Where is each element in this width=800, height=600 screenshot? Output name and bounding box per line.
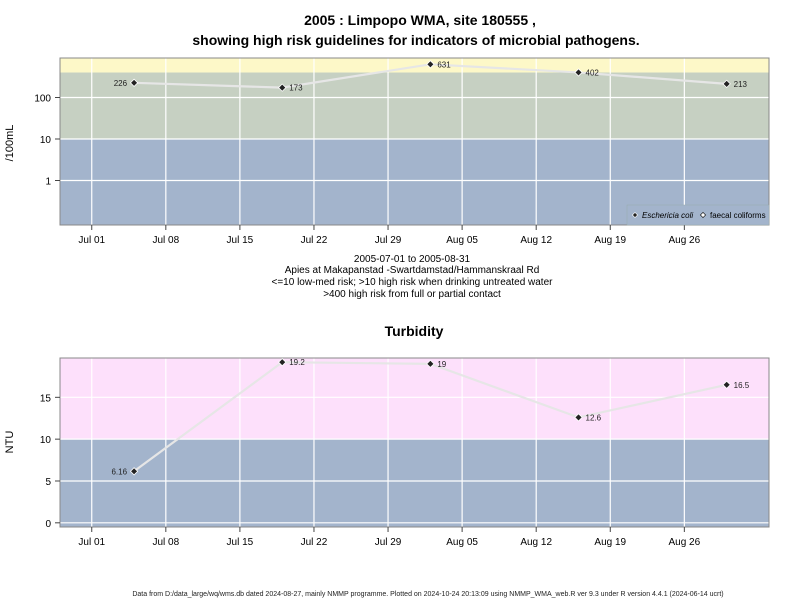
- chart1-x-tick-label-2: Jul 08: [152, 235, 179, 246]
- chart1-x-tick-label-6: Aug 05: [446, 235, 478, 246]
- chart1-x-tick-label-4: Jul 22: [301, 235, 328, 246]
- chart1-note-drinking-risk: <=10 low-med risk; >10 high risk when dr…: [272, 277, 554, 288]
- chart1-frame: [59, 57, 770, 226]
- chart2-plot-area: Jul 01 Jul 08 Jul 15 Jul 22 Jul 29 Aug 05 Aug …: [40, 357, 770, 548]
- chart1-y-tick-label-2: 10: [40, 135, 52, 146]
- chart2-risk-band-1: [60, 439, 769, 527]
- chart2-y-tick-label-3: 10: [40, 435, 52, 446]
- chart1-note-contact-risk: >400 high risk from full or partial cont…: [323, 289, 501, 300]
- chart2-data-point-1: [129, 467, 139, 476]
- chart2-data-point-5: [722, 380, 731, 389]
- chart1-note-date-range: 2005-07-01 to 2005-08-31: [354, 254, 471, 265]
- chart2-frame: [59, 357, 770, 528]
- chart1-x-tick-label-7: Aug 12: [520, 235, 552, 246]
- chart1-legend-box: [626, 204, 770, 226]
- chart1-legend-label-1: Eschericia coli: [642, 211, 693, 220]
- chart2-x-tick-label-4: Jul 22: [301, 537, 328, 548]
- chart1-legend-marker-2: [699, 211, 707, 219]
- chart1-x-tick-label-1: Jul 01: [78, 235, 105, 246]
- chart1-data-point-5: [722, 79, 731, 89]
- chart1-y-tick-label-3: 100: [34, 94, 51, 105]
- chart2-risk-band-2: [60, 358, 769, 440]
- chart2-x-tick-label-6: Aug 05: [446, 537, 478, 548]
- chart2-data-label-4: 12.6: [586, 413, 602, 422]
- chart2-y-axis-label: NTU: [4, 431, 16, 454]
- chart2-y-tick-label-4: 15: [40, 393, 52, 404]
- chart1-data-label-4: 402: [586, 68, 600, 77]
- chart2-x-tick-label-8: Aug 19: [594, 537, 626, 548]
- chart2-x-tick-label-7: Aug 12: [520, 537, 552, 548]
- chart2-data-label-3: 19: [437, 360, 446, 369]
- chart2-title: Turbidity: [385, 323, 444, 339]
- chart1-legend-label-2: faecal coliforms: [710, 211, 766, 220]
- chart2-x-tick-label-9: Aug 26: [668, 537, 700, 548]
- chart2-data-label-1: 6.16: [111, 467, 127, 476]
- chart1-data-label-5: 213: [734, 80, 748, 89]
- chart2-data-point-3: [426, 359, 435, 369]
- chart1-subtitle: showing high risk guidelines for indicat…: [192, 32, 639, 48]
- chart2-y-tick-label-2: 5: [45, 477, 51, 488]
- chart1-data-point-1: [129, 78, 139, 87]
- chart2-x-tick-label-1: Jul 01: [78, 537, 105, 548]
- chart2-data-label-5: 16.5: [734, 381, 750, 390]
- chart2-y-tick-label-1: 0: [45, 519, 51, 530]
- chart1-x-tick-label-8: Aug 19: [594, 235, 626, 246]
- chart2-x-tick-label-2: Jul 08: [152, 537, 179, 548]
- footer-note: Data from D:/data_large/wq/wms.db dated …: [132, 591, 723, 598]
- chart1-x-tick-label-9: Aug 26: [668, 235, 700, 246]
- chart2-data-point-4: [574, 413, 583, 422]
- chart2-data-label-2: 19.2: [289, 358, 305, 367]
- chart1-legend-marker-1: [631, 211, 639, 219]
- chart1-data-point-4: [574, 68, 583, 77]
- chart1-data-label-1: 226: [114, 79, 128, 88]
- chart1-data-label-3: 631: [437, 60, 451, 69]
- chart1-data-label-2: 173: [289, 84, 303, 93]
- chart1-note-site: Apies at Makapanstad -Swartdamstad/Hamma…: [285, 265, 540, 276]
- chart1-risk-band-3: [60, 58, 769, 73]
- chart1-data-point-3: [426, 60, 435, 69]
- chart1-x-tick-label-3: Jul 15: [227, 235, 254, 246]
- chart1-plot-area: Jul 01 Jul 08 Jul 15 Jul 22 Jul 29 Aug 05 Aug …: [34, 57, 770, 246]
- chart1-title: 2005 : Limpopo WMA, site 180555 ,: [304, 12, 536, 28]
- chart1-x-tick-label-5: Jul 29: [375, 235, 402, 246]
- chart2-x-tick-label-3: Jul 15: [227, 537, 254, 548]
- chart2-data-point-2: [278, 358, 287, 367]
- chart1-y-axis-label: /100mL: [4, 125, 16, 162]
- chart2-x-tick-label-5: Jul 29: [375, 537, 402, 548]
- chart1-y-tick-label-1: 1: [45, 177, 51, 188]
- chart1-data-point-2: [278, 83, 287, 92]
